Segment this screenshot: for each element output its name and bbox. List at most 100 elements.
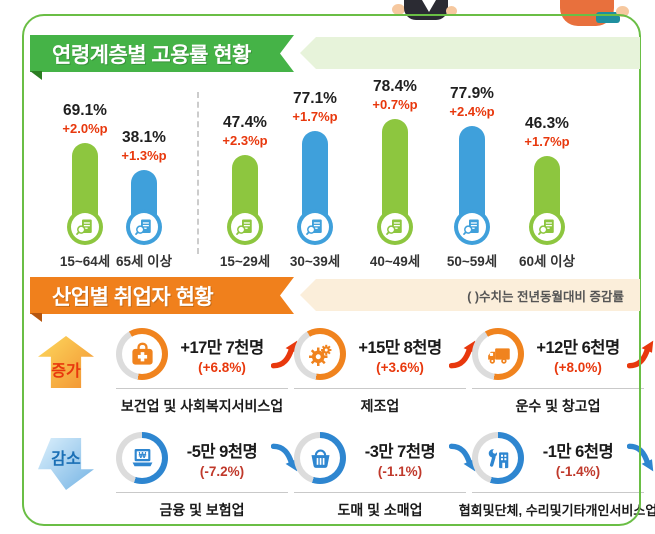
bar-change: +2.4%p [449,103,495,119]
bar-pill [534,156,560,219]
ribbon-fold [30,313,42,322]
item-industry-name: 협회및단체, 수리및기타개인서비스업 [458,503,655,518]
section-title-text: 연령계층별 고용률 현황 [52,43,251,67]
tablet-illustration [596,12,620,23]
bar-pill [459,126,485,219]
document-magnifier-icon [458,213,486,241]
item-value: -5만 9천명 [186,442,258,461]
increase-arrow-badge: 증가 [38,336,94,388]
document-magnifier-icon [71,213,99,241]
bar-age-label: 15~64세 [59,254,111,269]
item-industry-name: 도매 및 소매업 [337,502,423,518]
bar-knob [227,209,263,245]
bar-knob [67,209,103,245]
document-magnifier-icon [231,213,259,241]
item-value: -3만 7천명 [364,442,436,461]
bar-knob [377,209,413,245]
person-hand [616,6,629,17]
item-rate: (-1.4%) [555,463,601,479]
down-trend-arrow-icon [627,441,655,475]
bar-pill [302,131,328,219]
bar-age-label: 60세 이상 [518,254,576,269]
progress-ring [116,432,168,484]
divider [116,388,288,389]
bar-40-49: 78.4% +0.7%p 40~49세 [350,70,440,270]
industry-item-health-welfare: +17만 7천명 (+6.8%) 보건업 및 사회복지서비스업 [116,328,288,416]
item-rate: (-1.1%) [377,463,423,479]
up-trend-arrow-icon [627,337,655,371]
item-industry-name: 보건업 및 사회복지서비스업 [120,398,284,414]
bar-age-label: 30~39세 [289,254,341,269]
item-rate: (+6.8%) [198,359,246,375]
divider [294,388,466,389]
industry-item-wholesale-retail: -3만 7천명 (-1.1%) 도매 및 소매업 [294,432,466,520]
bar-value: 77.1% [293,89,337,107]
laptop-won-icon [122,438,162,478]
document-magnifier-icon [381,213,409,241]
person-hand [446,6,457,16]
bar-50-59: 77.9% +2.4%p 50~59세 [427,70,517,270]
divider [472,388,644,389]
decrease-arrow-badge: 감소 [38,438,94,490]
increase-label: 증가 [51,363,81,380]
bar-pill [72,143,98,219]
bar-change: +1.7%p [292,108,338,124]
item-value: +17만 7천명 [180,338,264,357]
industry-item-finance-insurance: -5만 9천명 (-7.2%) 금융 및 보험업 [116,432,288,520]
industry-increase-row: +17만 7천명 (+6.8%) 보건업 및 사회복지서비스업 +15만 8천명… [116,328,644,416]
bar-knob [529,209,565,245]
industry-item-transport-warehousing: +12만 6천명 (+8.0%) 운수 및 창고업 [472,328,644,416]
group-separator-dashed-line [197,92,199,254]
bar-change: +1.7%p [524,133,570,149]
bar-age-label: 40~49세 [369,254,421,269]
bar-age-label: 50~59세 [446,254,498,269]
industry-decrease-row: -5만 9천명 (-7.2%) 금융 및 보험업 -3만 7천명 (-1.1%) [116,432,655,520]
bar-change: +2.3%p [222,132,268,148]
bar-60-plus: 46.3% +1.7%p 60세 이상 [502,70,592,270]
section-title-text: 산업별 취업자 현황 [52,285,214,309]
bar-15-29: 47.4% +2.3%p 15~29세 [200,70,290,270]
bar-change: +1.3%p [121,147,167,163]
divider [472,492,644,493]
item-rate: (-7.2%) [199,463,245,479]
bar-15-64: 69.1% +2.0%p 15~64세 [40,70,130,270]
bar-value: 47.4% [223,113,267,131]
person-shirt [422,0,436,12]
bar-30-39: 77.1% +1.7%p 30~39세 [270,70,360,270]
document-magnifier-icon [130,213,158,241]
truck-icon [478,334,518,374]
bar-pill [382,119,408,219]
bar-age-label: 15~29세 [219,254,271,269]
bar-value: 78.4% [373,77,417,95]
bar-pill [232,155,258,219]
item-rate: (+8.0%) [554,359,602,375]
person-hand [392,4,405,15]
bar-knob [126,209,162,245]
section-title-industry-workers: 산업별 취업자 현황 [30,277,294,314]
bar-value: 77.9% [450,84,494,102]
item-rate: (+3.6%) [376,359,424,375]
item-value: +12만 6천명 [536,338,620,357]
document-magnifier-icon [301,213,329,241]
divider [294,492,466,493]
bar-65-plus: 38.1% +1.3%p 65세 이상 [99,70,189,270]
industry-item-manufacturing: +15만 8천명 (+3.6%) 제조업 [294,328,466,416]
progress-ring [116,328,168,380]
bar-value: 38.1% [122,128,166,146]
wrench-building-icon [478,438,518,478]
gears-icon [300,334,340,374]
footnote-text: ( )수치는 전년동월대비 증감률 [467,289,624,304]
bar-value: 69.1% [63,101,107,119]
item-industry-name: 금융 및 보험업 [159,502,245,518]
item-value: +15만 8천명 [358,338,442,357]
footnote-strip: ( )수치는 전년동월대비 증감률 [300,279,640,311]
item-value: -1만 6천명 [542,442,614,461]
progress-ring [294,432,346,484]
ribbon-tail-strip [300,37,640,69]
bar-age-label: 65세 이상 [115,254,173,269]
decrease-label: 감소 [51,451,81,468]
ribbon-fold [30,71,42,80]
bar-change: +2.0%p [62,120,108,136]
industry-item-associations-repair-personal-services: -1만 6천명 (-1.4%) 협회및단체, 수리및기타개인서비스업 [459,432,655,520]
